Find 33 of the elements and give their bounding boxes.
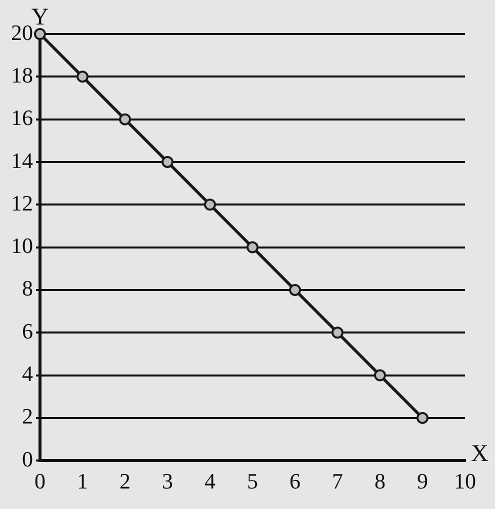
y-tick-label: 20 bbox=[11, 20, 33, 45]
y-tick-label: 8 bbox=[22, 276, 33, 301]
y-tick-label: 10 bbox=[11, 233, 33, 258]
point bbox=[332, 326, 344, 339]
x-tick-label: 10 bbox=[454, 468, 476, 494]
x-tick-label: 7 bbox=[332, 468, 343, 494]
point bbox=[204, 198, 216, 211]
y-tick-label: 12 bbox=[11, 190, 33, 216]
point bbox=[289, 284, 301, 296]
y-tick-label: 2 bbox=[22, 404, 33, 429]
x-tick-label: 3 bbox=[162, 468, 173, 494]
y-axis-title: Y bbox=[31, 4, 49, 30]
x-axis-title: X bbox=[471, 440, 488, 467]
x-tick-label: 6 bbox=[290, 468, 300, 494]
y-tick-label: 0 bbox=[22, 446, 33, 472]
y-tick-label: 6 bbox=[22, 318, 33, 344]
point bbox=[416, 412, 428, 424]
y-tick-label: 14 bbox=[11, 148, 33, 173]
x-tick-label: 2 bbox=[120, 468, 130, 494]
y-tick-label: 4 bbox=[22, 361, 33, 386]
x-tick-label: 4 bbox=[204, 468, 216, 494]
point bbox=[162, 156, 174, 168]
point bbox=[76, 70, 88, 83]
x-tick-label: 5 bbox=[247, 468, 258, 494]
x-tick-label: 9 bbox=[417, 468, 428, 494]
y-tick-label: 16 bbox=[11, 105, 33, 130]
x-tick-label: 1 bbox=[77, 468, 88, 494]
y-tick-label: 18 bbox=[11, 62, 33, 88]
point bbox=[34, 28, 46, 40]
point bbox=[246, 241, 258, 254]
x-tick-label: 8 bbox=[374, 468, 386, 494]
point bbox=[119, 113, 131, 126]
point bbox=[374, 369, 386, 382]
